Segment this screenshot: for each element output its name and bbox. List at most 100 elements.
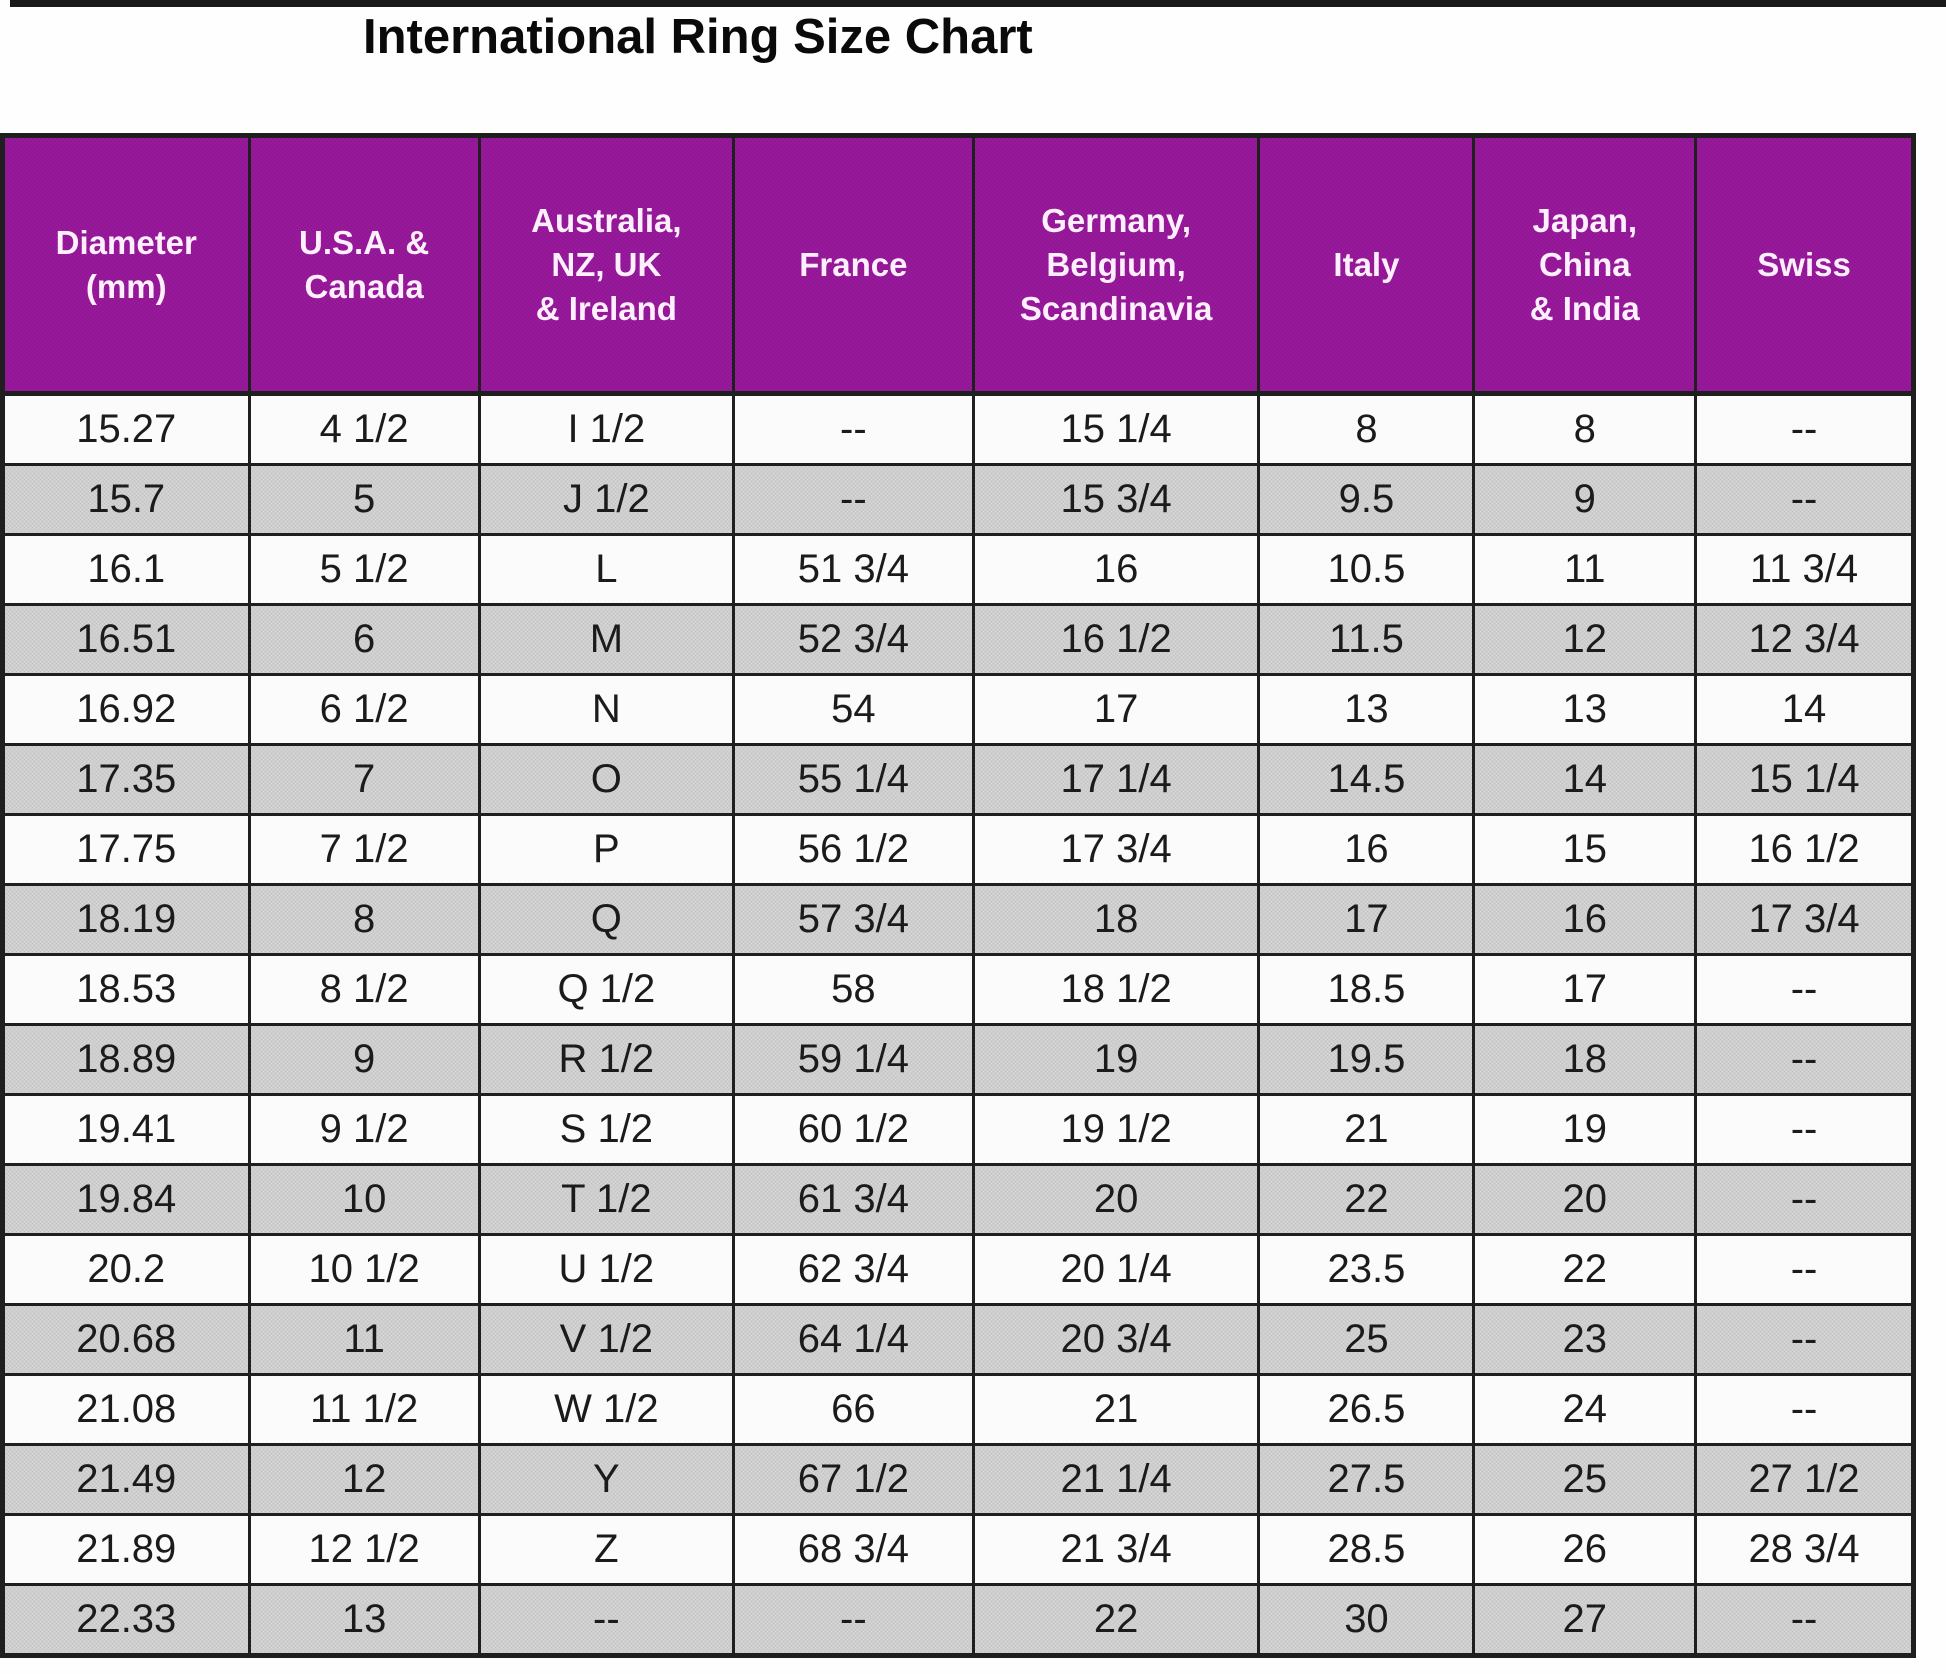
cell-usa-canada: 8: [247, 883, 481, 956]
cell-diameter-mm: 17.35: [1, 743, 251, 816]
cell-france: --: [731, 392, 975, 466]
cell-germany-belgium-scandinavia: 20 1/4: [971, 1233, 1261, 1306]
cell-usa-canada: 6: [247, 603, 481, 676]
cell-swiss: 11 3/4: [1694, 533, 1915, 606]
cell-france: 59 1/4: [731, 1023, 975, 1096]
header-row: Diameter (mm) U.S.A. & Canada Australia, N…: [1, 134, 1915, 396]
table-row: 18.89 9 R 1/2 59 1/4 19 19.5 18 --: [1, 1023, 1915, 1096]
cell-germany-belgium-scandinavia: 21 1/4: [971, 1443, 1261, 1516]
cell-swiss: --: [1694, 1373, 1915, 1446]
cell-swiss: --: [1694, 1093, 1915, 1166]
cell-usa-canada: 9 1/2: [247, 1093, 481, 1166]
cell-australia-nz-uk-ireland: U 1/2: [477, 1233, 735, 1306]
cell-italy: 19.5: [1257, 1023, 1476, 1096]
cell-diameter-mm: 18.19: [1, 883, 251, 956]
cell-japan-china-india: 22: [1472, 1233, 1698, 1306]
cell-germany-belgium-scandinavia: 17 1/4: [971, 743, 1261, 816]
cell-diameter-mm: 18.53: [1, 953, 251, 1026]
cell-australia-nz-uk-ireland: O: [477, 743, 735, 816]
table-body: 15.27 4 1/2 I 1/2 -- 15 1/4 8 8 -- 15.7 5 J 1/2 -- 1…: [1, 392, 1915, 1657]
cell-usa-canada: 9: [247, 1023, 481, 1096]
cell-germany-belgium-scandinavia: 22: [971, 1583, 1261, 1657]
cell-swiss: 27 1/2: [1694, 1443, 1915, 1516]
cell-germany-belgium-scandinavia: 15 3/4: [971, 463, 1261, 536]
cell-swiss: --: [1694, 1023, 1915, 1096]
cell-japan-china-india: 24: [1472, 1373, 1698, 1446]
table-row: 17.35 7 O 55 1/4 17 1/4 14.5 14 15 1/4: [1, 743, 1915, 816]
cell-germany-belgium-scandinavia: 19: [971, 1023, 1261, 1096]
cell-france: 61 3/4: [731, 1163, 975, 1236]
cell-usa-canada: 7 1/2: [247, 813, 481, 886]
cell-australia-nz-uk-ireland: I 1/2: [477, 392, 735, 466]
cell-france: 67 1/2: [731, 1443, 975, 1516]
cell-usa-canada: 7: [247, 743, 481, 816]
cell-diameter-mm: 21.08: [1, 1373, 251, 1446]
cell-france: 60 1/2: [731, 1093, 975, 1166]
cell-germany-belgium-scandinavia: 19 1/2: [971, 1093, 1261, 1166]
cell-italy: 16: [1257, 813, 1476, 886]
cell-japan-china-india: 20: [1472, 1163, 1698, 1236]
cell-france: 54: [731, 673, 975, 746]
cell-swiss: --: [1694, 953, 1915, 1026]
cell-france: 57 3/4: [731, 883, 975, 956]
cell-germany-belgium-scandinavia: 15 1/4: [971, 392, 1261, 466]
column-header-diameter-mm: Diameter (mm): [1, 134, 251, 396]
cell-australia-nz-uk-ireland: --: [477, 1583, 735, 1657]
cell-japan-china-india: 16: [1472, 883, 1698, 956]
cell-italy: 13: [1257, 673, 1476, 746]
cell-usa-canada: 13: [247, 1583, 481, 1657]
column-header-italy: Italy: [1257, 134, 1476, 396]
cell-australia-nz-uk-ireland: P: [477, 813, 735, 886]
cell-swiss: 12 3/4: [1694, 603, 1915, 676]
cell-australia-nz-uk-ireland: T 1/2: [477, 1163, 735, 1236]
cell-germany-belgium-scandinavia: 16: [971, 533, 1261, 606]
cell-germany-belgium-scandinavia: 17: [971, 673, 1261, 746]
cell-australia-nz-uk-ireland: L: [477, 533, 735, 606]
cell-australia-nz-uk-ireland: Y: [477, 1443, 735, 1516]
cell-diameter-mm: 21.89: [1, 1513, 251, 1586]
cell-usa-canada: 8 1/2: [247, 953, 481, 1026]
table-row: 18.19 8 Q 57 3/4 18 17 16 17 3/4: [1, 883, 1915, 956]
cell-italy: 25: [1257, 1303, 1476, 1376]
top-rule: [10, 0, 1946, 7]
cell-france: 56 1/2: [731, 813, 975, 886]
cell-swiss: 14: [1694, 673, 1915, 746]
cell-italy: 8: [1257, 392, 1476, 466]
cell-swiss: 17 3/4: [1694, 883, 1915, 956]
cell-australia-nz-uk-ireland: N: [477, 673, 735, 746]
cell-france: 62 3/4: [731, 1233, 975, 1306]
cell-japan-china-india: 19: [1472, 1093, 1698, 1166]
cell-italy: 26.5: [1257, 1373, 1476, 1446]
cell-italy: 27.5: [1257, 1443, 1476, 1516]
cell-usa-canada: 10: [247, 1163, 481, 1236]
page-title: International Ring Size Chart: [363, 10, 1033, 64]
cell-japan-china-india: 12: [1472, 603, 1698, 676]
cell-japan-china-india: 15: [1472, 813, 1698, 886]
table-row: 16.92 6 1/2 N 54 17 13 13 14: [1, 673, 1915, 746]
cell-italy: 17: [1257, 883, 1476, 956]
cell-japan-china-india: 9: [1472, 463, 1698, 536]
cell-japan-china-india: 18: [1472, 1023, 1698, 1096]
cell-diameter-mm: 19.84: [1, 1163, 251, 1236]
cell-germany-belgium-scandinavia: 20 3/4: [971, 1303, 1261, 1376]
cell-japan-china-india: 23: [1472, 1303, 1698, 1376]
cell-japan-china-india: 17: [1472, 953, 1698, 1026]
table-row: 19.41 9 1/2 S 1/2 60 1/2 19 1/2 21 19 --: [1, 1093, 1915, 1166]
table-header: Diameter (mm) U.S.A. & Canada Australia, N…: [1, 134, 1915, 396]
cell-italy: 28.5: [1257, 1513, 1476, 1586]
cell-france: --: [731, 463, 975, 536]
cell-italy: 9.5: [1257, 463, 1476, 536]
table-row: 15.27 4 1/2 I 1/2 -- 15 1/4 8 8 --: [1, 392, 1915, 466]
cell-japan-china-india: 26: [1472, 1513, 1698, 1586]
cell-usa-canada: 12: [247, 1443, 481, 1516]
cell-japan-china-india: 14: [1472, 743, 1698, 816]
cell-usa-canada: 6 1/2: [247, 673, 481, 746]
cell-diameter-mm: 18.89: [1, 1023, 251, 1096]
table-row: 15.7 5 J 1/2 -- 15 3/4 9.5 9 --: [1, 463, 1915, 536]
column-header-swiss: Swiss: [1694, 134, 1915, 396]
table-row: 16.1 5 1/2 L 51 3/4 16 10.5 11 11 3/4: [1, 533, 1915, 606]
cell-diameter-mm: 16.1: [1, 533, 251, 606]
cell-japan-china-india: 25: [1472, 1443, 1698, 1516]
cell-germany-belgium-scandinavia: 20: [971, 1163, 1261, 1236]
